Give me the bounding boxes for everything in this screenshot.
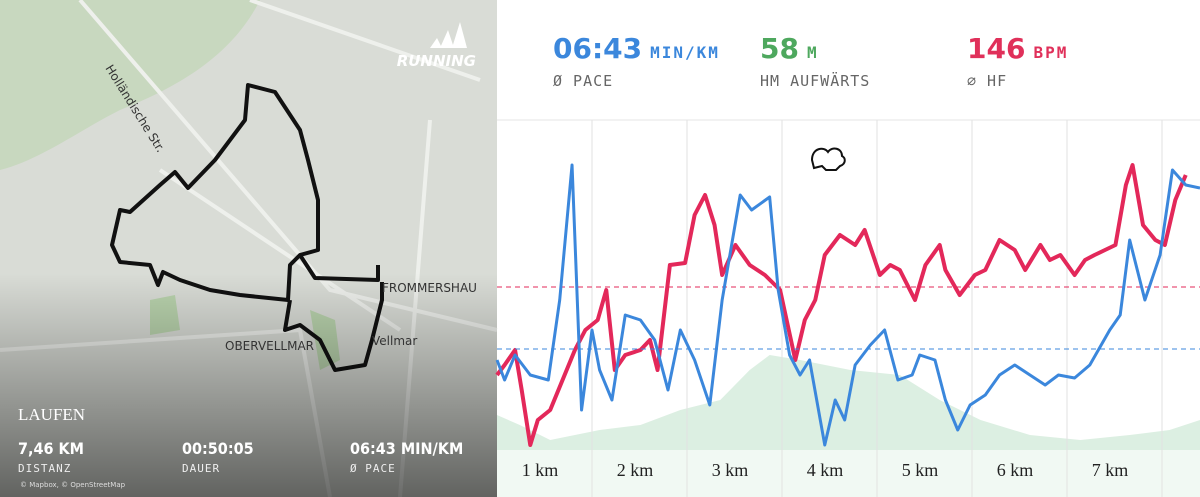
- chart: 1 km 2 km 3 km 4 km 5 km 6 km 7 km: [495, 120, 1200, 497]
- x-axis-band: [497, 450, 1200, 497]
- rabbit-icon: [810, 147, 846, 171]
- stat: 58 M: [760, 32, 819, 65]
- stat-label: HM AUFWÄRTS: [760, 71, 870, 90]
- stat-label: ⌀ HF: [967, 72, 1007, 90]
- summary-label: DAUER: [182, 462, 220, 475]
- x-tick-label: 2 km: [617, 460, 654, 480]
- activity: LAUFEN: [18, 405, 85, 424]
- map: RUNNING Holländische Str. FROMMERSHAU OB…: [0, 0, 498, 497]
- x-tick-label: 7 km: [1092, 460, 1129, 480]
- x-tick-label: 5 km: [902, 460, 939, 480]
- stat: 06:43 MIN/KM: [553, 32, 720, 65]
- stat-value: 58: [760, 32, 799, 65]
- stat-value: 146: [967, 32, 1025, 65]
- x-tick-label: 6 km: [997, 460, 1034, 480]
- brand-logo: [430, 22, 467, 48]
- series-line: [495, 163, 1188, 447]
- x-tick-label: 1 km: [522, 460, 559, 480]
- street-label: FROMMERSHAU: [382, 281, 477, 295]
- summary-label: DISTANZ: [18, 462, 71, 475]
- summary-value: 00:50:05: [182, 439, 254, 458]
- stat-label: Ø PACE: [553, 72, 613, 90]
- summary: 7,46 KM DISTANZ 00:50:05 DAUER 06:43 MIN/KM Ø…: [18, 439, 463, 475]
- summary-value: 7,46 KM: [18, 439, 84, 458]
- stat-unit: M: [807, 43, 819, 62]
- x-tick-label: 3 km: [712, 460, 749, 480]
- street-label: Vellmar: [372, 334, 417, 348]
- stat-value: 06:43: [553, 32, 642, 65]
- stat-unit: BPM: [1033, 43, 1068, 62]
- stat: 146 BPM: [967, 32, 1068, 65]
- credit: © Mapbox, © OpenStreetMap: [20, 481, 126, 489]
- x-tick-label: 4 km: [807, 460, 844, 480]
- series-line: [495, 163, 1200, 447]
- header: 06:43 MIN/KM Ø PACE 58 M HM AUFWÄRTS 146 BPM ⌀ H…: [553, 32, 1068, 90]
- summary-label: Ø PACE: [350, 462, 396, 475]
- stat-unit: MIN/KM: [650, 43, 720, 62]
- street-label: OBERVELLMAR: [225, 339, 314, 353]
- map-shade: [0, 0, 497, 497]
- brand: RUNNING: [397, 52, 476, 70]
- summary-value: 06:43 MIN/KM: [350, 439, 463, 458]
